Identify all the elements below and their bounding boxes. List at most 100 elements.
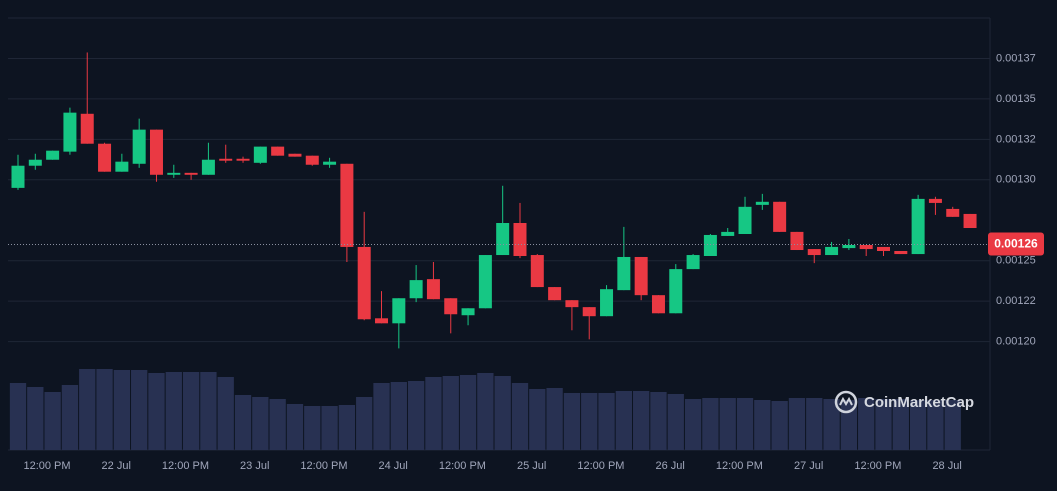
- y-tick-label: 0.00125: [996, 255, 1036, 267]
- y-tick-label: 0.00135: [996, 93, 1036, 105]
- candle-body: [184, 172, 198, 175]
- axis: 0.00137 0.00135 0.00132 0.00130 0.00125 0.001…: [8, 52, 1044, 472]
- candle-body: [409, 280, 423, 299]
- volume-bar: [858, 398, 875, 450]
- volume-bar: [581, 393, 598, 450]
- volume: [9, 369, 961, 450]
- candle-body: [478, 255, 492, 309]
- volume-bar: [909, 400, 927, 450]
- volume-bar: [875, 399, 892, 450]
- candle-body: [461, 308, 475, 316]
- volume-bar: [27, 387, 44, 450]
- candle-body: [686, 255, 700, 270]
- x-tick-label: 12:00 PM: [439, 460, 486, 472]
- candle-body: [773, 201, 787, 232]
- candle-body: [946, 208, 960, 217]
- volume-bar: [182, 372, 200, 450]
- y-tick-label: 0.00137: [996, 52, 1036, 64]
- volume-bar: [200, 372, 217, 450]
- volume-bar: [736, 398, 754, 450]
- volume-bar: [459, 375, 477, 450]
- candle-body: [530, 255, 544, 288]
- volume-bar: [684, 399, 702, 450]
- candle-body: [340, 163, 354, 247]
- volume-bar: [304, 406, 321, 450]
- volume-bar: [719, 398, 736, 450]
- volume-bar: [269, 399, 286, 450]
- x-tick-label: 12:00 PM: [577, 460, 624, 472]
- candle-body: [444, 298, 458, 315]
- volume-bar: [771, 401, 788, 450]
- x-tick-label: 12:00 PM: [300, 460, 347, 472]
- candle-body: [582, 307, 596, 317]
- grid: [8, 57, 990, 343]
- candle-body: [288, 153, 302, 157]
- candle-body: [28, 159, 42, 166]
- volume-bar: [148, 373, 165, 450]
- x-tick-label: 22 Jul: [102, 460, 131, 472]
- volume-bar: [563, 393, 581, 450]
- volume-bar: [667, 394, 684, 450]
- candle-body: [115, 161, 129, 172]
- candle-body: [357, 246, 371, 320]
- candle-body: [928, 198, 942, 203]
- volume-bar: [356, 397, 373, 450]
- candle-body: [790, 231, 804, 251]
- volume-bar: [390, 382, 407, 450]
- candle-body: [253, 146, 267, 163]
- volume-bar: [252, 397, 269, 450]
- candle-body: [755, 201, 769, 205]
- x-tick-label: 23 Jul: [240, 460, 269, 472]
- y-tick-label: 0.00120: [996, 336, 1036, 348]
- volume-bar: [165, 372, 182, 450]
- candles: [11, 52, 977, 349]
- candle-body: [46, 150, 60, 160]
- candle-body: [651, 295, 665, 314]
- watermark: CoinMarketCap: [834, 390, 974, 414]
- candle-body: [877, 246, 890, 251]
- candle-body: [738, 206, 752, 234]
- volume-bar: [338, 405, 356, 450]
- volume-bar: [633, 391, 650, 450]
- candle-body: [807, 249, 821, 256]
- candle-body: [323, 161, 337, 165]
- candle-body: [305, 155, 319, 165]
- volume-bar: [9, 383, 27, 450]
- volume-bar: [806, 398, 823, 450]
- volume-bar: [650, 392, 667, 450]
- candle-body: [513, 222, 527, 257]
- candle-body: [132, 129, 146, 164]
- candle-body: [634, 256, 648, 296]
- y-tick-label: 0.00122: [996, 295, 1036, 307]
- candle-body: [271, 146, 285, 156]
- volume-bar: [321, 406, 338, 450]
- candle-body: [149, 129, 163, 175]
- volume-bar: [131, 370, 148, 450]
- volume-bar: [823, 399, 840, 450]
- y-tick-label: 0.00130: [996, 174, 1036, 186]
- candle-body: [392, 298, 406, 324]
- candle-body: [721, 231, 735, 236]
- candle-body: [963, 213, 977, 229]
- x-tick-label: 24 Jul: [379, 460, 408, 472]
- candle-body: [548, 287, 562, 301]
- x-tick-label: 27 Jul: [794, 460, 823, 472]
- volume-bar: [494, 376, 511, 450]
- volume-bar: [44, 392, 61, 450]
- volume-bar: [788, 398, 806, 450]
- volume-bar: [79, 369, 96, 450]
- candle-body: [63, 112, 77, 152]
- candle-body: [617, 256, 631, 291]
- x-tick-label: 12:00 PM: [854, 460, 901, 472]
- volume-bar: [96, 369, 113, 450]
- logo-mark: [839, 396, 853, 406]
- volume-bar: [425, 377, 442, 450]
- x-tick-label: 12:00 PM: [162, 460, 209, 472]
- x-tick-label: 28 Jul: [932, 460, 961, 472]
- volume-bar: [407, 381, 425, 450]
- volume-bar: [927, 400, 944, 450]
- candle-body: [219, 158, 233, 161]
- candle-body: [426, 279, 440, 300]
- volume-bar: [511, 383, 529, 450]
- volume-bar: [373, 383, 390, 450]
